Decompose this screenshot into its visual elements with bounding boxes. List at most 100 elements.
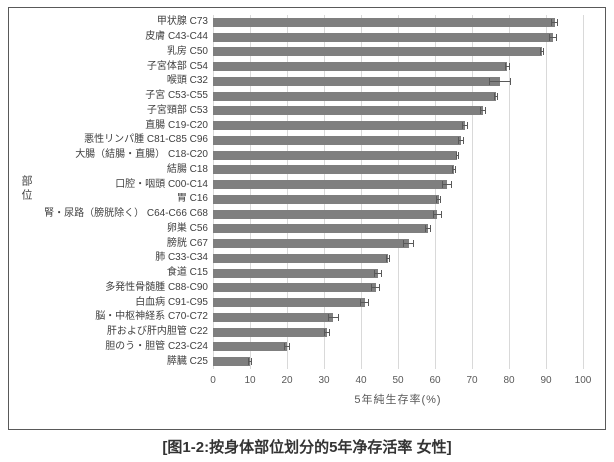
category-label: 肝および肝内胆管 C22: [106, 326, 208, 338]
error-bar: [442, 181, 452, 189]
error-bar: [373, 269, 383, 277]
category-label: 卵巣 C56: [166, 222, 208, 234]
gridline: [361, 15, 362, 369]
error-bar: [360, 299, 370, 307]
error-bar-cap-right: [466, 122, 468, 130]
error-bar-cap-right: [337, 313, 339, 321]
error-bar: [540, 48, 545, 56]
error-bar-cap-left: [283, 343, 285, 351]
error-bar-cap-left: [480, 107, 482, 115]
gridline: [398, 15, 399, 369]
error-bar: [385, 254, 391, 262]
category-label: 子宮体部 C54: [146, 60, 208, 72]
error-bar-cap-left: [550, 18, 552, 26]
bar: [213, 342, 287, 352]
x-tick-label: 10: [244, 375, 256, 386]
error-bar-cap-right: [250, 358, 252, 366]
x-tick-label: 90: [540, 375, 552, 386]
category-label: 結腸 C18: [166, 163, 208, 175]
figure-caption: [图1-2:按身体部位划分的5年净存活率 女性]: [162, 439, 452, 456]
error-bar: [327, 313, 339, 321]
error-bar-cap-left: [371, 284, 373, 292]
category-label: 直腸 C19-C20: [145, 119, 208, 131]
x-tick-label: 40: [355, 375, 367, 386]
error-bar-cap-right: [543, 48, 545, 56]
gridline: [287, 15, 288, 369]
bar: [213, 357, 250, 367]
error-bar-line: [424, 228, 431, 230]
error-bar: [248, 358, 252, 366]
bar: [213, 194, 439, 204]
error-bar: [283, 343, 290, 351]
category-label: 多発性骨髄腫 C88-C90: [105, 281, 208, 293]
error-bar-cap-right: [440, 210, 442, 218]
error-bar-line: [452, 169, 457, 171]
gridline: [509, 15, 510, 369]
category-label: 甲状腺 C73: [156, 16, 208, 28]
category-label: 膵臓 C25: [166, 355, 208, 367]
error-bar-line: [540, 51, 545, 53]
error-bar-line: [385, 257, 391, 259]
error-bar-line: [550, 21, 559, 23]
error-bar-cap-right: [413, 240, 415, 248]
bar: [213, 312, 334, 322]
bar: [213, 91, 496, 101]
error-bar: [504, 63, 510, 71]
error-bar-cap-right: [485, 107, 487, 115]
x-tick-label: 30: [318, 375, 330, 386]
error-bar: [452, 166, 457, 174]
error-bar-cap-left: [442, 181, 444, 189]
error-bar-cap-left: [455, 151, 457, 159]
error-bar-cap-left: [373, 269, 375, 277]
error-bar: [480, 107, 487, 115]
error-bar-cap-left: [432, 210, 434, 218]
error-bar-line: [403, 243, 415, 245]
category-label: 子宮 C53-C55: [145, 90, 208, 102]
error-bar: [457, 136, 464, 144]
gridline: [324, 15, 325, 369]
bar: [213, 17, 555, 27]
error-bar-line: [504, 66, 510, 68]
category-label: 膀胱 C67: [166, 237, 208, 249]
error-bar-line: [324, 331, 330, 333]
error-bar-cap-left: [493, 92, 495, 100]
error-bar: [455, 151, 459, 159]
error-bar-cap-left: [540, 48, 542, 56]
error-bar-cap-right: [509, 77, 511, 85]
error-bar-line: [488, 80, 511, 82]
bar: [213, 47, 543, 57]
error-bar-cap-right: [455, 166, 457, 174]
x-tick-label: 100: [574, 375, 592, 386]
error-bar: [548, 33, 558, 41]
error-bar-line: [360, 302, 370, 304]
x-tick-label: 60: [429, 375, 441, 386]
bar: [213, 327, 327, 337]
category-label: 肺 C33-C34: [155, 252, 208, 264]
error-bar: [403, 240, 415, 248]
bar: [213, 135, 461, 145]
error-bar: [493, 92, 498, 100]
x-tick-label: 20: [281, 375, 293, 386]
bar: [213, 165, 455, 175]
x-tick-label: 0: [210, 375, 216, 386]
bar: [213, 283, 376, 293]
gridline: [250, 15, 251, 369]
error-bar: [461, 122, 468, 130]
error-bar-cap-right: [368, 299, 370, 307]
bar: [213, 62, 508, 72]
error-bar-cap-left: [436, 195, 438, 203]
error-bar: [488, 77, 511, 85]
category-label: 胃 C16: [176, 193, 208, 205]
bar: [213, 32, 554, 42]
error-bar-line: [371, 287, 381, 289]
category-label: 悪性リンパ腫 C81-C85 C96: [84, 134, 208, 146]
error-bar-cap-right: [328, 328, 330, 336]
error-bar-cap-left: [548, 33, 550, 41]
bar: [213, 121, 465, 131]
gridline: [472, 15, 473, 369]
category-label: 乳房 C50: [166, 45, 208, 57]
bar: [213, 268, 379, 278]
bar: [213, 253, 388, 263]
error-bar-cap-right: [381, 269, 383, 277]
category-label: 皮膚 C43-C44: [145, 31, 208, 43]
